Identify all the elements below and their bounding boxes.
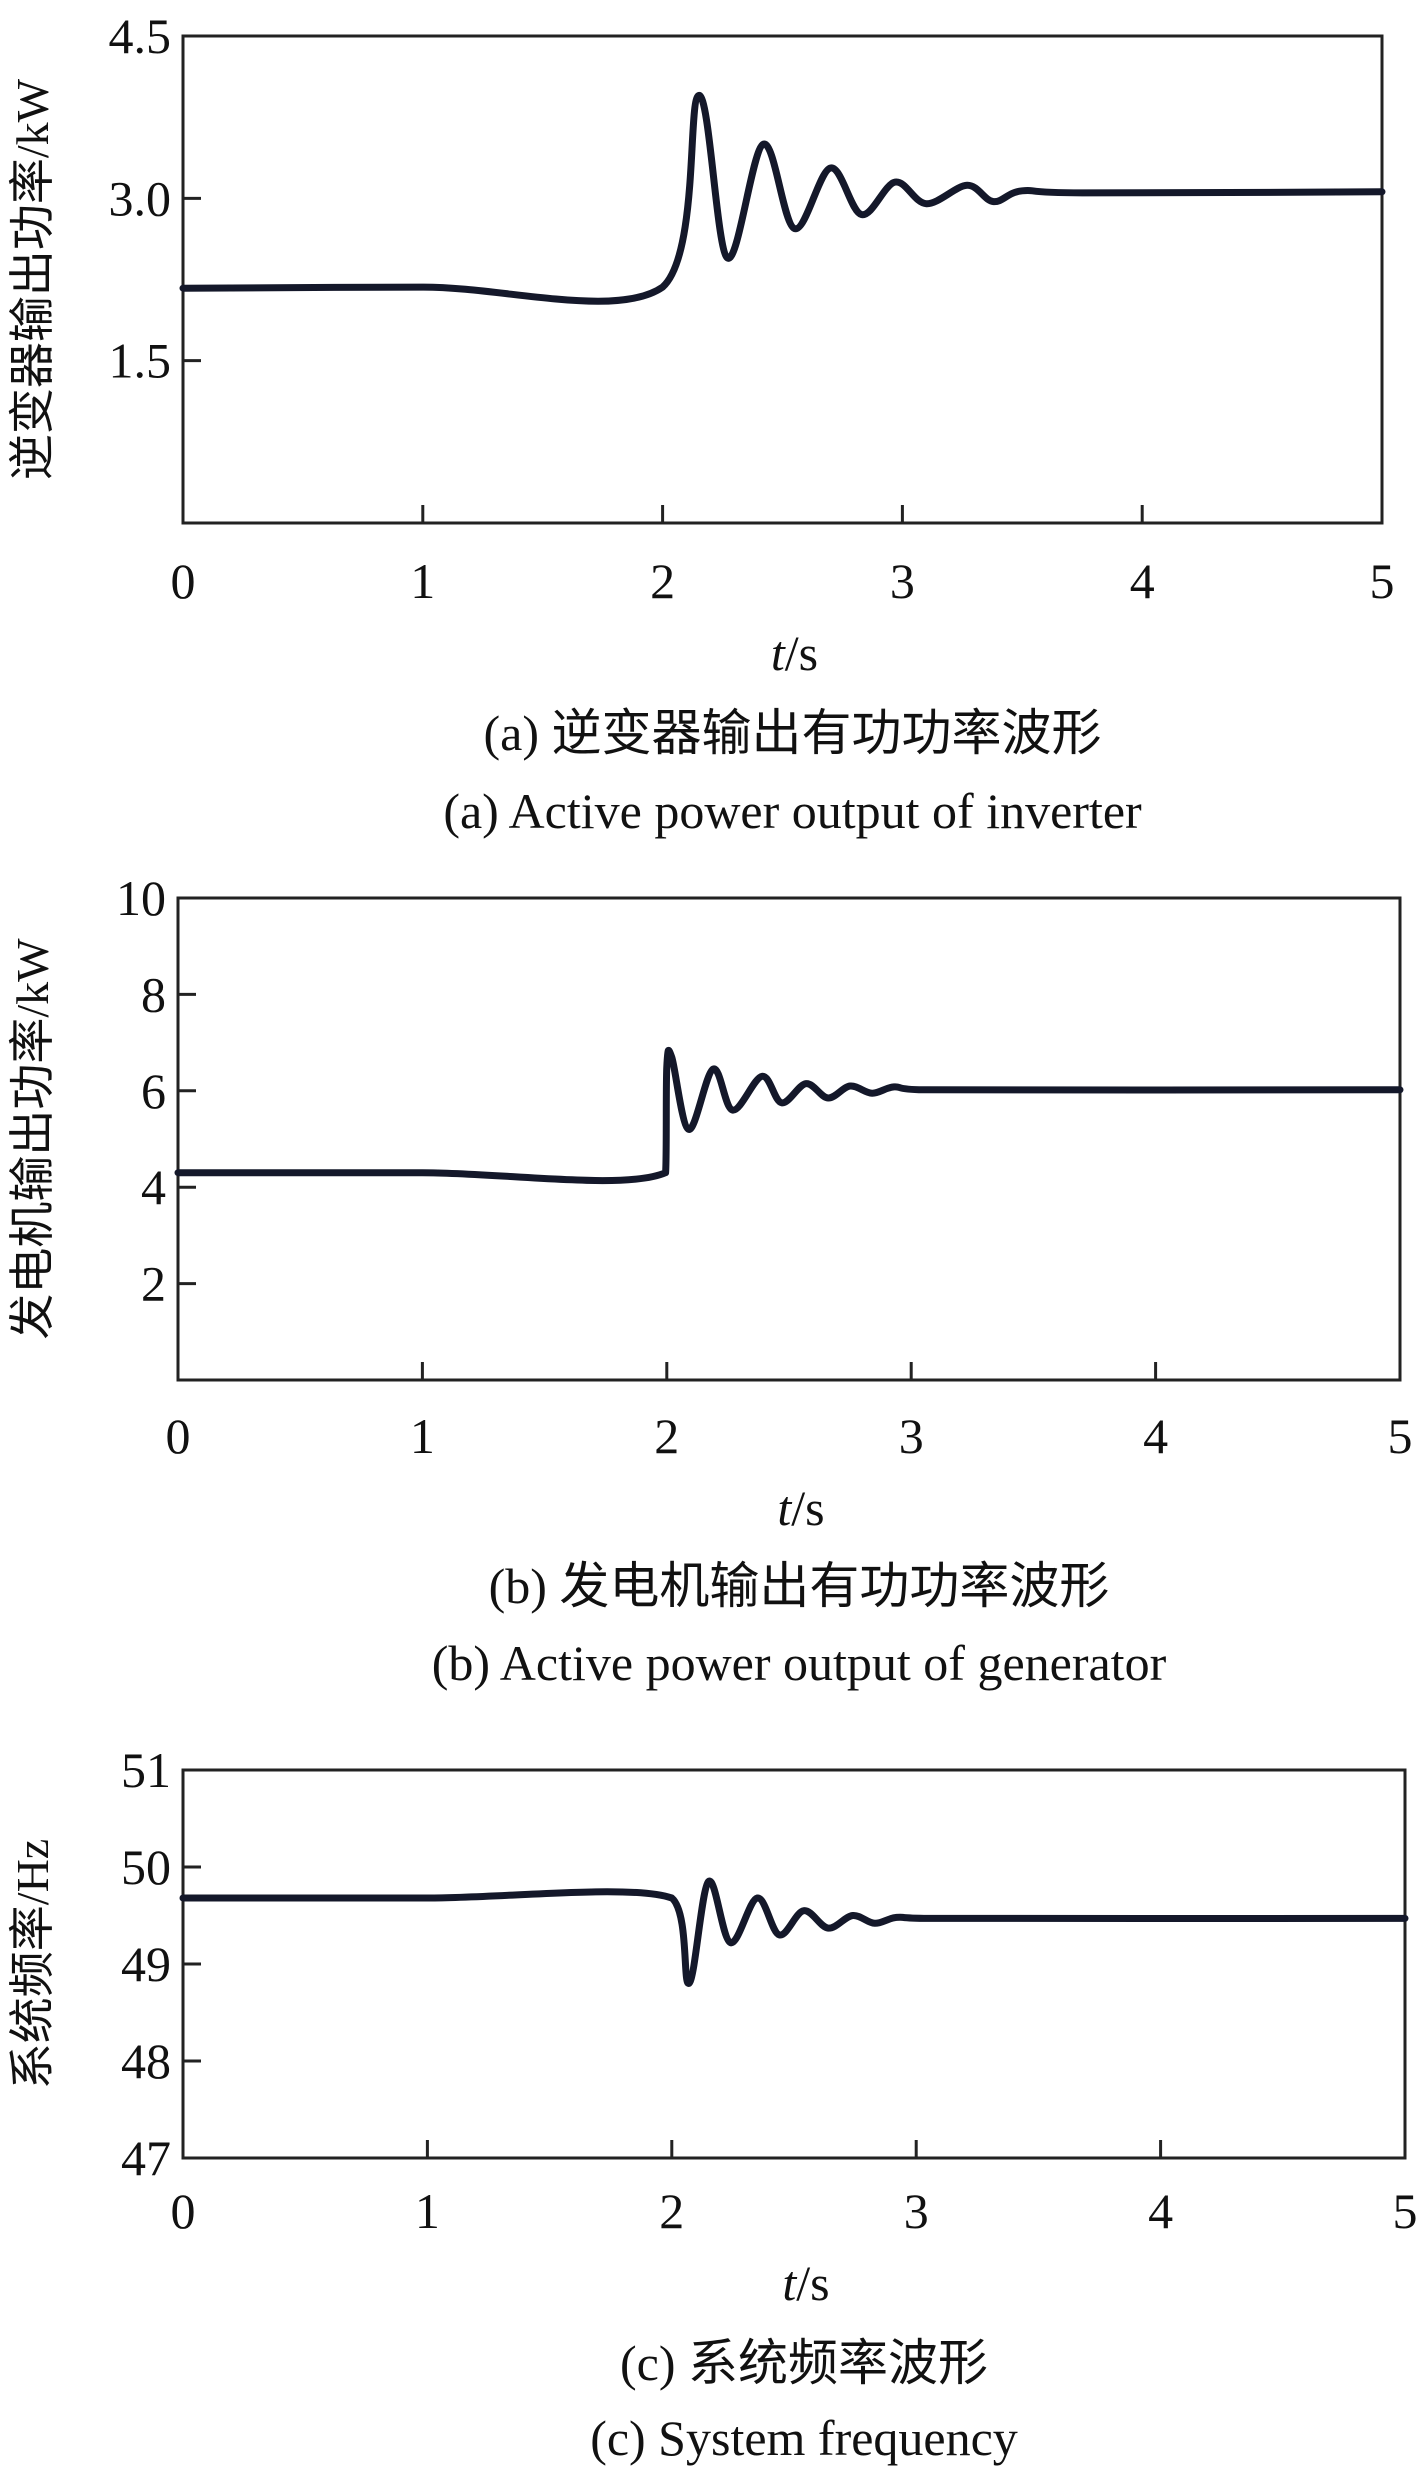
chart-a: 0 1 2 3 4 5 1.5 3.0 4.5 逆变器输出功率/kW t/s (a) 逆变器输出有功功… [7,8,1395,839]
y-tick-label: 2 [141,1256,166,1312]
x-tick-label: 0 [171,2183,196,2239]
x-tick-label: 1 [410,1408,435,1464]
y-tick-label: 4.5 [109,8,172,64]
x-axis-label-unit: /s [791,1480,824,1536]
x-tick-label: 1 [410,553,435,609]
series-line-0 [179,1877,1409,1987]
plot-frame [181,34,1384,525]
series-line-0 [179,91,1386,305]
series-line-0 [174,1046,1404,1185]
x-axis-label-variable: t [777,1480,792,1536]
x-tick-label: 2 [650,553,675,609]
x-tick-label: 5 [1370,553,1395,609]
x-tick-label: 3 [890,553,915,609]
y-tick-label: 50 [121,1839,171,1895]
y-tick-label: 48 [121,2033,171,2089]
caption-chinese: (b) 发电机输出有功功率波形 [489,1558,1110,1614]
plot-frame [181,1768,1407,2160]
x-tick-label: 5 [1388,1408,1413,1464]
y-axis-label: 发电机输出功率/kW [7,938,58,1340]
x-tick-label: 3 [904,2183,929,2239]
y-tick-label: 49 [121,1936,171,1992]
y-tick-label: 4 [141,1159,166,1215]
x-axis-label-unit: /s [785,625,818,681]
x-axis-label: t/s [777,1480,824,1536]
x-tick-label: 4 [1148,2183,1173,2239]
x-axis-label-variable: t [782,2255,797,2311]
x-tick-label: 5 [1393,2183,1417,2239]
x-axis-label: t/s [771,625,818,681]
caption-english: (b) Active power output of generator [432,1635,1167,1691]
y-axis-label: 逆变器输出功率/kW [7,78,58,480]
x-axis-label: t/s [782,2255,829,2311]
chart-b: 0 1 2 3 4 5 2 4 6 8 10 发电机输出功率/kW t/s (b) 发电机输出有功功率波形… [7,870,1413,1691]
x-tick-label: 1 [415,2183,440,2239]
y-tick-label: 47 [121,2130,171,2186]
y-tick-label: 51 [121,1742,171,1798]
x-tick-label: 2 [659,2183,684,2239]
y-tick-label: 3.0 [109,170,172,226]
x-tick-label: 2 [654,1408,679,1464]
x-tick-label: 3 [899,1408,924,1464]
caption-english: (a) Active power output of inverter [443,783,1142,839]
x-axis-label-variable: t [771,625,786,681]
y-tick-label: 6 [141,1063,166,1119]
chart-c: 0 1 2 3 4 5 47 48 49 50 51 系统频率/Hz t/s (c) 系统频率波形 (c) … [7,1742,1417,2466]
y-tick-label: 1.5 [109,333,172,389]
caption-chinese: (c) 系统频率波形 [620,2335,988,2391]
y-axis-label: 系统频率/Hz [7,1839,58,2089]
x-tick-label: 0 [166,1408,191,1464]
x-tick-label: 4 [1143,1408,1168,1464]
caption-chinese: (a) 逆变器输出有功功率波形 [484,705,1102,761]
y-tick-label: 8 [141,966,166,1022]
x-tick-label: 0 [171,553,196,609]
x-axis-label-unit: /s [796,2255,829,2311]
caption-english: (c) System frequency [590,2410,1018,2466]
x-tick-label: 4 [1130,553,1155,609]
y-tick-label: 10 [116,870,166,926]
plot-frame [176,896,1402,1382]
